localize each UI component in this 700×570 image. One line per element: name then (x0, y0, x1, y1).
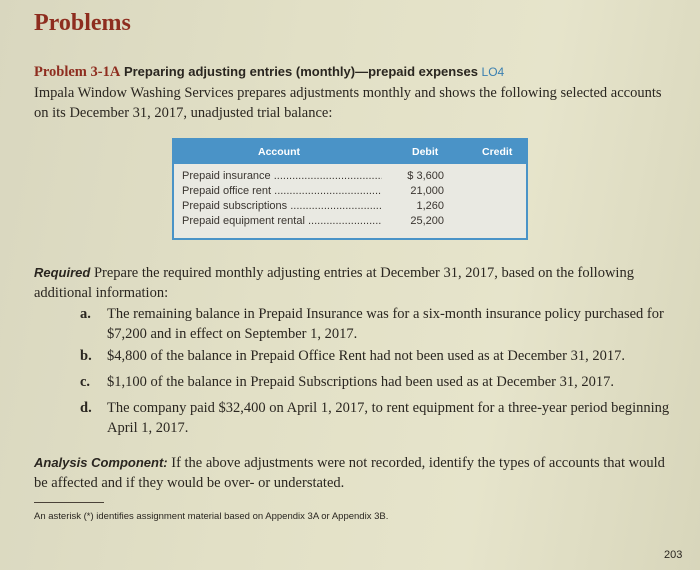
page-number: 203 (664, 549, 683, 561)
trial-balance-table: Account Debit Credit Prepaid insurance $ … (172, 138, 528, 240)
footnote-divider (34, 502, 104, 503)
item-label: d. (80, 400, 92, 416)
table-row: Prepaid office rent 21,000 (182, 185, 522, 200)
required-section: Required Prepare the required monthly ad… (34, 263, 674, 303)
analysis-text: If the above adjustments were not record… (34, 455, 665, 491)
account-name: Prepaid equipment rental (182, 215, 382, 227)
debit-value: 21,000 (410, 185, 444, 197)
problem-number: Problem 3-1A (34, 64, 121, 80)
required-text: Prepare the required monthly adjusting e… (34, 265, 634, 301)
problem-intro: Impala Window Washing Services prepares … (34, 85, 662, 121)
item-label: c. (80, 374, 91, 390)
item-label: b. (80, 348, 92, 364)
required-label: Required (34, 265, 91, 280)
table-row: Prepaid equipment rental 25,200 (182, 215, 522, 230)
table-header: Account Debit Credit (174, 140, 526, 164)
footnote: An asterisk (*) identifies assignment ma… (34, 511, 389, 522)
item-label: a. (80, 306, 91, 322)
section-title: Problems (34, 10, 131, 36)
item-text: $1,100 of the balance in Prepaid Subscri… (107, 374, 614, 390)
account-name: Prepaid insurance (182, 170, 382, 182)
table-row: Prepaid insurance $ 3,600 (182, 170, 522, 185)
header-credit: Credit (482, 146, 513, 158)
header-account: Account (258, 146, 300, 158)
item-text: $4,800 of the balance in Prepaid Office … (107, 348, 625, 364)
problem-title: Preparing adjusting entries (monthly)—pr… (123, 64, 478, 79)
account-name: Prepaid office rent (182, 185, 382, 197)
debit-value: $ 3,600 (407, 170, 444, 182)
analysis-label: Analysis Component: (34, 455, 168, 470)
item-text: The remaining balance in Prepaid Insuran… (107, 306, 664, 342)
header-debit: Debit (412, 146, 439, 158)
table-row: Prepaid subscriptions 1,260 (182, 200, 522, 215)
analysis-section: Analysis Component: If the above adjustm… (34, 453, 674, 493)
learning-objective: LO4 (481, 65, 505, 79)
item-text: The company paid $32,400 on April 1, 201… (107, 400, 670, 436)
problem-heading: Problem 3-1A Preparing adjusting entries… (34, 62, 504, 82)
account-name: Prepaid subscriptions (182, 200, 382, 212)
debit-value: 25,200 (410, 215, 444, 227)
debit-value: 1,260 (416, 200, 444, 212)
